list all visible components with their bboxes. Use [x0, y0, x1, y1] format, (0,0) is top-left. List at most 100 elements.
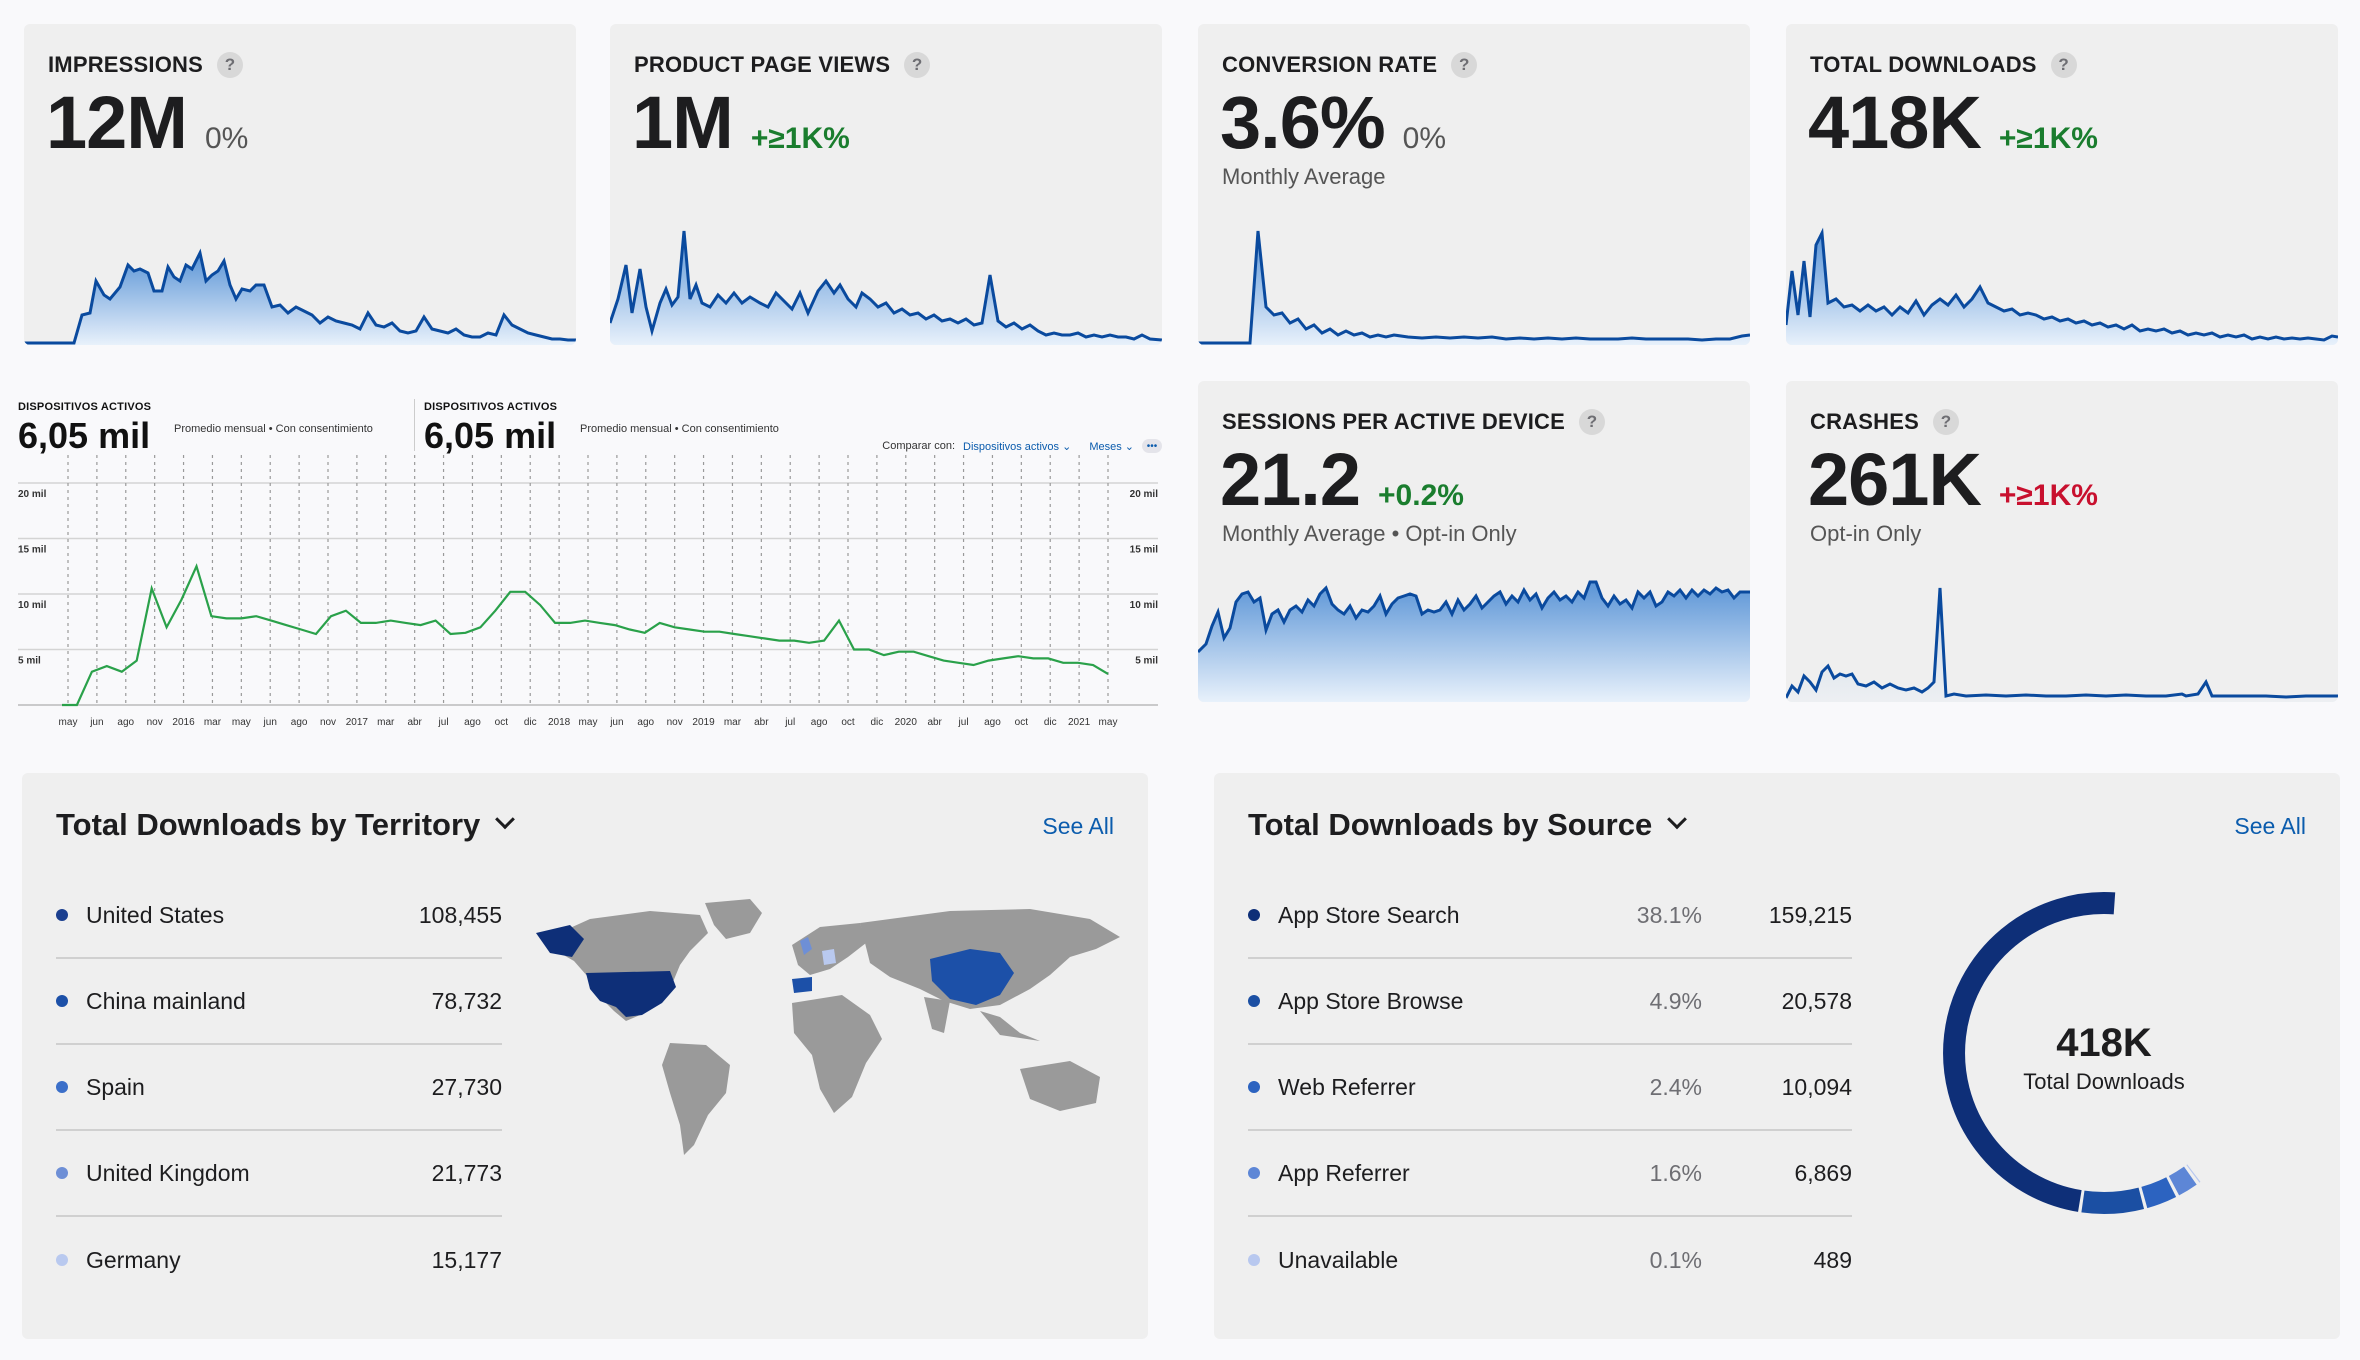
list-item[interactable]: Unavailable 0.1% 489	[1248, 1217, 1852, 1303]
list-item-value: 6,869	[1794, 1159, 1852, 1186]
help-icon[interactable]: ?	[2050, 52, 2077, 78]
list-item[interactable]: United States 108,455	[56, 873, 502, 959]
compare-dropdown[interactable]: Dispositivos activos ⌄	[963, 440, 1072, 453]
x-tick-label: oct	[1015, 717, 1029, 728]
source-title[interactable]: Total Downloads by Source	[1248, 807, 1688, 843]
x-tick-label: abr	[407, 717, 422, 728]
x-tick-label: may	[1099, 717, 1118, 728]
list-item-percent: 4.9%	[1649, 987, 1702, 1014]
territory-title[interactable]: Total Downloads by Territory	[56, 807, 516, 843]
chevron-down-icon	[1667, 809, 1688, 830]
list-item-value: 108,455	[418, 901, 502, 928]
conversion-rate-sparkline	[1198, 230, 1750, 345]
total-downloads-card[interactable]: TOTAL DOWNLOADS? 418K +≥1K%	[1786, 24, 2338, 345]
list-item[interactable]: United Kingdom 21,773	[56, 1131, 502, 1217]
y-tick-label: 15 mil	[1130, 545, 1159, 556]
territory-see-all-link[interactable]: See All	[1042, 813, 1114, 839]
x-tick-label: ago	[291, 717, 308, 728]
list-item-percent: 0.1%	[1649, 1246, 1702, 1273]
x-tick-label: 2017	[346, 717, 369, 728]
map-usa	[586, 971, 676, 1017]
list-item-value: 21,773	[431, 1159, 502, 1186]
list-item[interactable]: App Store Browse 4.9% 20,578	[1248, 959, 1852, 1045]
map-europe	[792, 923, 866, 975]
x-tick-label: may	[59, 717, 78, 728]
x-tick-label: may	[232, 717, 251, 728]
map-alaska	[536, 925, 584, 957]
legend-dot	[56, 909, 68, 921]
list-item[interactable]: App Store Search 38.1% 159,215	[1248, 873, 1852, 959]
legend-dot	[1248, 1081, 1260, 1093]
y-tick-label: 5 mil	[1135, 656, 1158, 667]
impressions-sparkline	[24, 248, 576, 345]
x-tick-label: mar	[377, 717, 395, 728]
impressions-card[interactable]: IMPRESSIONS? 12M 0%	[24, 24, 576, 345]
donut-segment[interactable]	[2186, 1164, 2201, 1183]
donut-segment[interactable]	[2141, 1177, 2177, 1209]
x-tick-label: jun	[609, 717, 623, 728]
donut-segment[interactable]	[1943, 892, 2116, 1212]
list-item[interactable]: App Referrer 1.6% 6,869	[1248, 1131, 1852, 1217]
y-tick-label: 5 mil	[18, 656, 41, 667]
x-tick-label: 2016	[172, 717, 195, 728]
x-tick-label: ago	[637, 717, 654, 728]
help-icon[interactable]: ?	[904, 52, 931, 78]
total-downloads-title: TOTAL DOWNLOADS?	[1810, 52, 2077, 78]
list-item[interactable]: Web Referrer 2.4% 10,094	[1248, 1045, 1852, 1131]
map-china	[930, 949, 1014, 1005]
crashes-value: 261K	[1808, 438, 1982, 521]
map-australia	[1020, 1061, 1100, 1111]
donut-center-value: 418K	[2056, 1021, 2152, 1065]
map-south-america	[662, 1043, 730, 1155]
y-tick-label: 15 mil	[18, 545, 47, 556]
help-icon[interactable]: ?	[1451, 52, 1478, 78]
x-tick-label: 2018	[548, 717, 571, 728]
legend-dot	[1248, 1254, 1260, 1266]
donut-segment[interactable]	[2168, 1166, 2197, 1196]
x-tick-label: nov	[320, 717, 336, 728]
crashes-title: CRASHES?	[1810, 409, 1959, 435]
y-tick-label: 20 mil	[1130, 489, 1159, 500]
x-tick-label: abr	[927, 717, 942, 728]
help-icon[interactable]: ?	[217, 52, 244, 78]
crashes-card[interactable]: CRASHES? 261K +≥1K% Opt-in Only	[1786, 381, 2338, 702]
help-icon[interactable]: ?	[1579, 409, 1606, 435]
list-item[interactable]: Spain 27,730	[56, 1045, 502, 1131]
list-item-name: App Referrer	[1278, 1159, 1410, 1186]
donut-center-label: Total Downloads	[2023, 1069, 2185, 1094]
impressions-delta: 0%	[204, 122, 249, 155]
list-item[interactable]: Germany 15,177	[56, 1217, 502, 1303]
series-line	[62, 563, 1109, 707]
x-tick-label: ago	[464, 717, 481, 728]
x-tick-label: 2021	[1068, 717, 1091, 728]
more-icon[interactable]: •••	[1142, 439, 1162, 453]
x-tick-label: jun	[89, 717, 103, 728]
active-devices-value-right: 6,05 mil	[424, 415, 557, 456]
product-page-views-card[interactable]: PRODUCT PAGE VIEWS? 1M +≥1K%	[610, 24, 1162, 345]
total-downloads-value: 418K	[1808, 81, 1982, 164]
sessions-card[interactable]: SESSIONS PER ACTIVE DEVICE? 21.2 +0.2% Mo…	[1198, 381, 1750, 702]
list-item-name: App Store Search	[1278, 901, 1460, 928]
x-tick-label: nov	[667, 717, 683, 728]
active-devices-panel: DISPOSITIVOS ACTIVOS 6,05 mil Promedio m…	[18, 393, 1162, 733]
list-item[interactable]: China mainland 78,732	[56, 959, 502, 1045]
crashes-sparkline	[1786, 587, 2338, 702]
list-item-name: China mainland	[86, 987, 246, 1014]
x-tick-label: oct	[841, 717, 855, 728]
conversion-rate-card[interactable]: CONVERSION RATE? 3.6% 0% Monthly Average	[1198, 24, 1750, 345]
map-india	[924, 997, 950, 1033]
help-icon[interactable]: ?	[1932, 409, 1959, 435]
x-tick-label: ago	[984, 717, 1001, 728]
period-dropdown[interactable]: Meses ⌄	[1089, 440, 1134, 453]
source-see-all-link[interactable]: See All	[2234, 813, 2306, 839]
x-tick-label: dic	[1044, 717, 1057, 728]
impressions-value: 12M	[46, 81, 188, 164]
y-tick-label: 10 mil	[18, 600, 47, 611]
donut-segment[interactable]	[2081, 1187, 2145, 1214]
crashes-delta: +≥1K%	[1998, 479, 2098, 512]
list-item-value: 159,215	[1768, 901, 1852, 928]
legend-dot	[56, 1167, 68, 1179]
crashes-subtitle: Opt-in Only	[1810, 521, 1922, 546]
x-tick-label: dic	[524, 717, 537, 728]
source-donut-chart	[1943, 892, 2201, 1214]
